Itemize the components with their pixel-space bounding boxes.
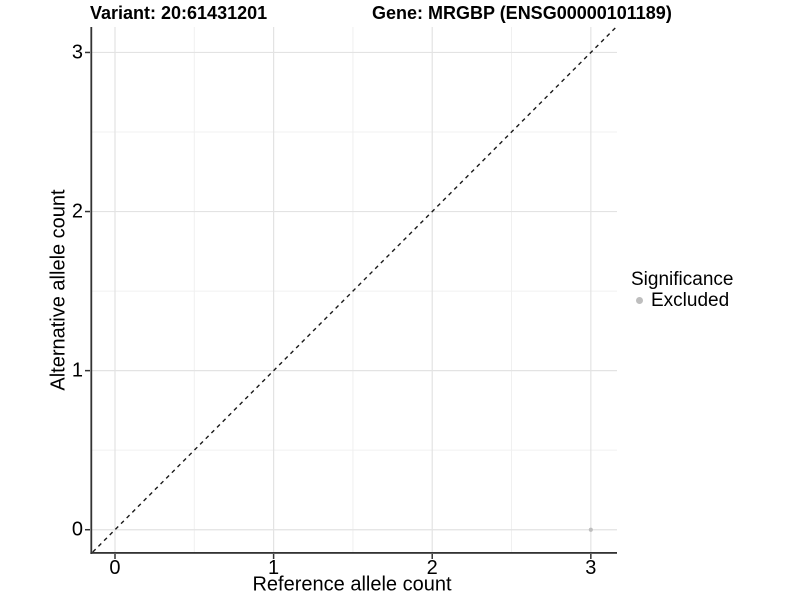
y-axis-line (90, 27, 93, 554)
diagonal-reference-line (92, 26, 617, 553)
excluded-point-swatch-icon (636, 297, 643, 304)
x-axis-line (90, 552, 617, 554)
y-axis-title: Alternative allele count (47, 189, 70, 391)
legend-title: Significance (631, 269, 734, 290)
y-tick-label: 2 (72, 201, 83, 223)
y-tick-label: 0 (72, 519, 83, 541)
y-tick-label: 1 (72, 360, 83, 382)
x-axis-title: Reference allele count (252, 573, 452, 596)
x-tick-label: 0 (109, 557, 120, 579)
legend-item-label: Excluded (651, 290, 730, 311)
data-point (588, 527, 593, 532)
variant-title: Variant: 20:61431201 (90, 3, 268, 23)
x-tick-label: 3 (585, 557, 596, 579)
gene-title: Gene: MRGBP (ENSG00000101189) (372, 3, 672, 23)
x-tick-label: 1 (268, 557, 279, 579)
y-tick-label: 3 (72, 41, 83, 63)
legend-item-excluded: Excluded (631, 290, 733, 311)
x-tick-label: 2 (427, 557, 438, 579)
legend: Significance Excluded (631, 269, 733, 311)
